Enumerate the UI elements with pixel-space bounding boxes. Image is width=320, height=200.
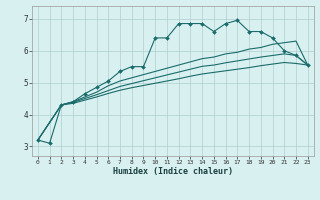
X-axis label: Humidex (Indice chaleur): Humidex (Indice chaleur): [113, 167, 233, 176]
